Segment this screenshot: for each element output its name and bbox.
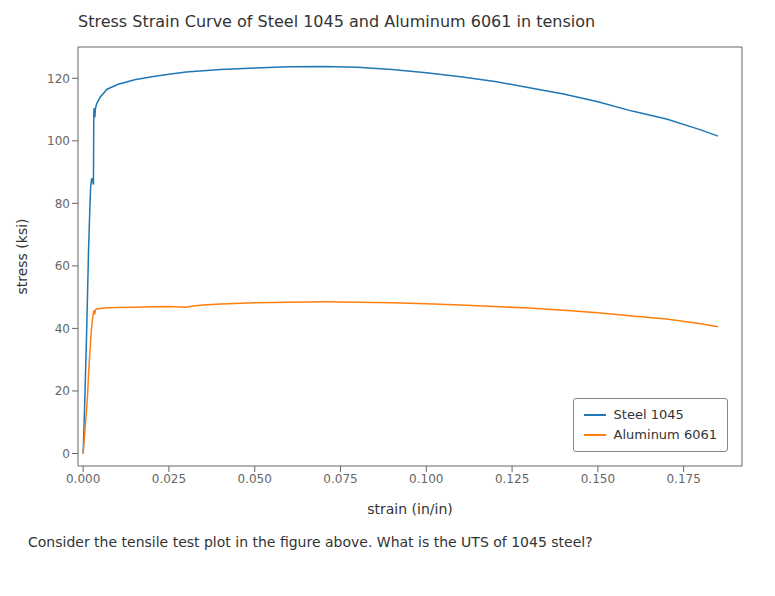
svg-text:strain (in/in): strain (in/in) [367, 501, 453, 517]
svg-text:20: 20 [55, 384, 70, 398]
svg-text:0.025: 0.025 [152, 472, 186, 486]
svg-text:0: 0 [62, 447, 70, 461]
svg-text:60: 60 [55, 259, 70, 273]
svg-text:0.175: 0.175 [666, 472, 700, 486]
html-text:Consider the tensile test plot: Consider the tensile test plot in the fi… [28, 534, 593, 550]
svg-text:0.050: 0.050 [238, 472, 272, 486]
html-text:Steel 1045: Steel 1045 [613, 407, 684, 422]
svg-text:120: 120 [47, 72, 70, 86]
svg-text:0.125: 0.125 [495, 472, 529, 486]
html-text:Aluminum 6061: Aluminum 6061 [613, 427, 717, 442]
svg-text:80: 80 [55, 197, 70, 211]
svg-text:stress (ksi): stress (ksi) [14, 218, 30, 294]
svg-text:0.100: 0.100 [409, 472, 443, 486]
svg-text:0.150: 0.150 [581, 472, 615, 486]
svg-text:0.000: 0.000 [66, 472, 100, 486]
svg-text:100: 100 [47, 134, 70, 148]
html-text:Stress Strain Curve of Steel 1: Stress Strain Curve of Steel 1045 and Al… [78, 12, 596, 31]
svg-text:0.075: 0.075 [323, 472, 357, 486]
svg-text:40: 40 [55, 322, 70, 336]
